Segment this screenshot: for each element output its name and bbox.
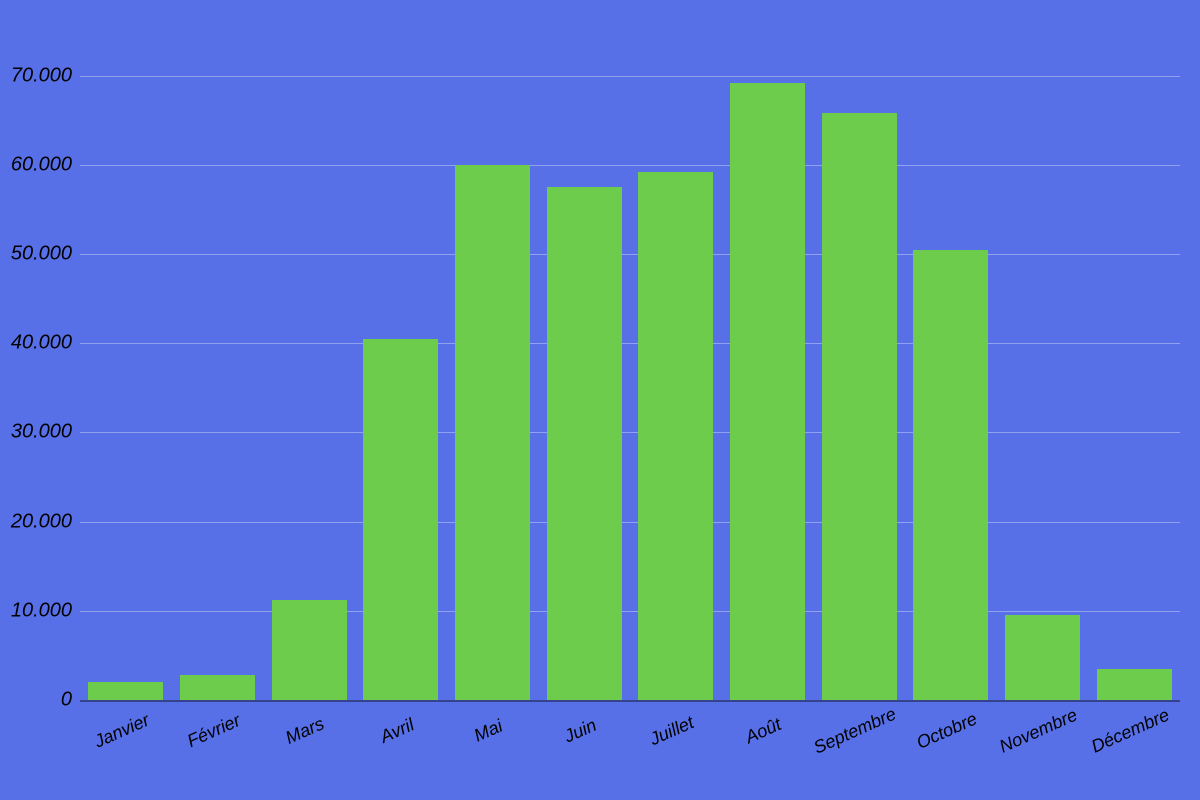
y-tick-label: 70.000 (2, 64, 72, 87)
bar-wrap (172, 40, 264, 700)
x-label-wrap: Mai (447, 710, 539, 731)
bar (180, 675, 255, 700)
gridline (80, 700, 1180, 702)
bar (363, 339, 438, 700)
x-label-wrap: Février (172, 710, 264, 731)
bar (88, 682, 163, 700)
x-tick-label: Octobre (913, 708, 980, 753)
x-label-wrap: Novembre (997, 710, 1089, 731)
bar-wrap (997, 40, 1089, 700)
x-label-wrap: Juillet (630, 710, 722, 731)
x-label-wrap: Août (722, 710, 814, 731)
x-label-wrap: Avril (355, 710, 447, 731)
y-tick-label: 10.000 (2, 599, 72, 622)
bar-wrap (447, 40, 539, 700)
bar (272, 600, 347, 700)
y-tick-label: 40.000 (2, 332, 72, 355)
x-label-wrap: Janvier (80, 710, 172, 731)
x-tick-label: Août (742, 714, 784, 748)
bar-wrap (722, 40, 814, 700)
x-tick-label: Mars (283, 713, 328, 748)
bar (1097, 669, 1172, 700)
bar-wrap (905, 40, 997, 700)
y-tick-label: 50.000 (2, 243, 72, 266)
bar-wrap (1088, 40, 1180, 700)
x-label-wrap: Octobre (905, 710, 997, 731)
x-label-wrap: Juin (538, 710, 630, 731)
x-tick-label: Juillet (647, 712, 698, 750)
monthly-bar-chart: 0 10.000 20.000 30.000 40.000 50.000 60.000 70.… (0, 0, 1200, 800)
x-axis-labels: JanvierFévrierMarsAvrilMaiJuinJuilletAoû… (80, 710, 1180, 731)
x-tick-label: Février (184, 710, 244, 752)
bar (547, 187, 622, 700)
y-tick-label: 0 (2, 689, 72, 712)
x-tick-label: Novembre (996, 705, 1080, 758)
bar (913, 250, 988, 700)
x-label-wrap: Mars (263, 710, 355, 731)
bar (638, 172, 713, 700)
bar-wrap (80, 40, 172, 700)
y-tick-label: 20.000 (2, 510, 72, 533)
bar (1005, 615, 1080, 700)
bar-wrap (263, 40, 355, 700)
y-tick-label: 30.000 (2, 421, 72, 444)
x-label-wrap: Septembre (813, 710, 905, 731)
bar (730, 83, 805, 700)
y-tick-label: 60.000 (2, 153, 72, 176)
x-tick-label: Septembre (811, 704, 900, 759)
bars-group (80, 40, 1180, 700)
x-tick-label: Mai (471, 716, 506, 747)
x-tick-label: Avril (377, 714, 417, 747)
x-label-wrap: Décembre (1088, 710, 1180, 731)
x-tick-label: Décembre (1088, 705, 1172, 758)
bar (455, 165, 530, 700)
bar-wrap (630, 40, 722, 700)
bar-wrap (538, 40, 630, 700)
bar (822, 113, 897, 700)
bar-wrap (355, 40, 447, 700)
plot-area (80, 40, 1180, 700)
x-tick-label: Janvier (91, 710, 153, 753)
bar-wrap (813, 40, 905, 700)
x-tick-label: Juin (561, 715, 600, 748)
